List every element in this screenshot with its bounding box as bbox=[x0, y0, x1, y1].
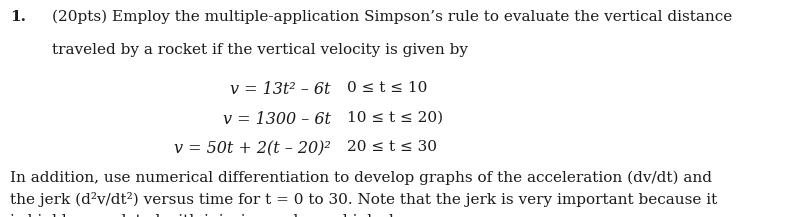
Text: v = 13t² – 6t: v = 13t² – 6t bbox=[230, 81, 331, 98]
Text: 1.: 1. bbox=[10, 10, 26, 24]
Text: 10 ≤ t ≤ 20): 10 ≤ t ≤ 20) bbox=[347, 111, 443, 125]
Text: v = 1300 – 6t: v = 1300 – 6t bbox=[223, 111, 331, 128]
Text: 20 ≤ t ≤ 30: 20 ≤ t ≤ 30 bbox=[347, 140, 437, 154]
Text: 0 ≤ t ≤ 10: 0 ≤ t ≤ 10 bbox=[347, 81, 427, 95]
Text: v = 50t + 2(t – 20)²: v = 50t + 2(t – 20)² bbox=[174, 140, 331, 157]
Text: In addition, use numerical differentiation to develop graphs of the acceleration: In addition, use numerical differentiati… bbox=[10, 170, 713, 185]
Text: (20pts) Employ the multiple-application Simpson’s rule to evaluate the vertical : (20pts) Employ the multiple-application … bbox=[52, 10, 732, 24]
Text: traveled by a rocket if the vertical velocity is given by: traveled by a rocket if the vertical vel… bbox=[52, 43, 468, 58]
Text: the jerk (d²v/dt²) versus time for t = 0 to 30. Note that the jerk is very impor: the jerk (d²v/dt²) versus time for t = 0… bbox=[10, 192, 717, 207]
Text: is highly correlated with injuries such as whiplash.: is highly correlated with injuries such … bbox=[10, 214, 404, 217]
